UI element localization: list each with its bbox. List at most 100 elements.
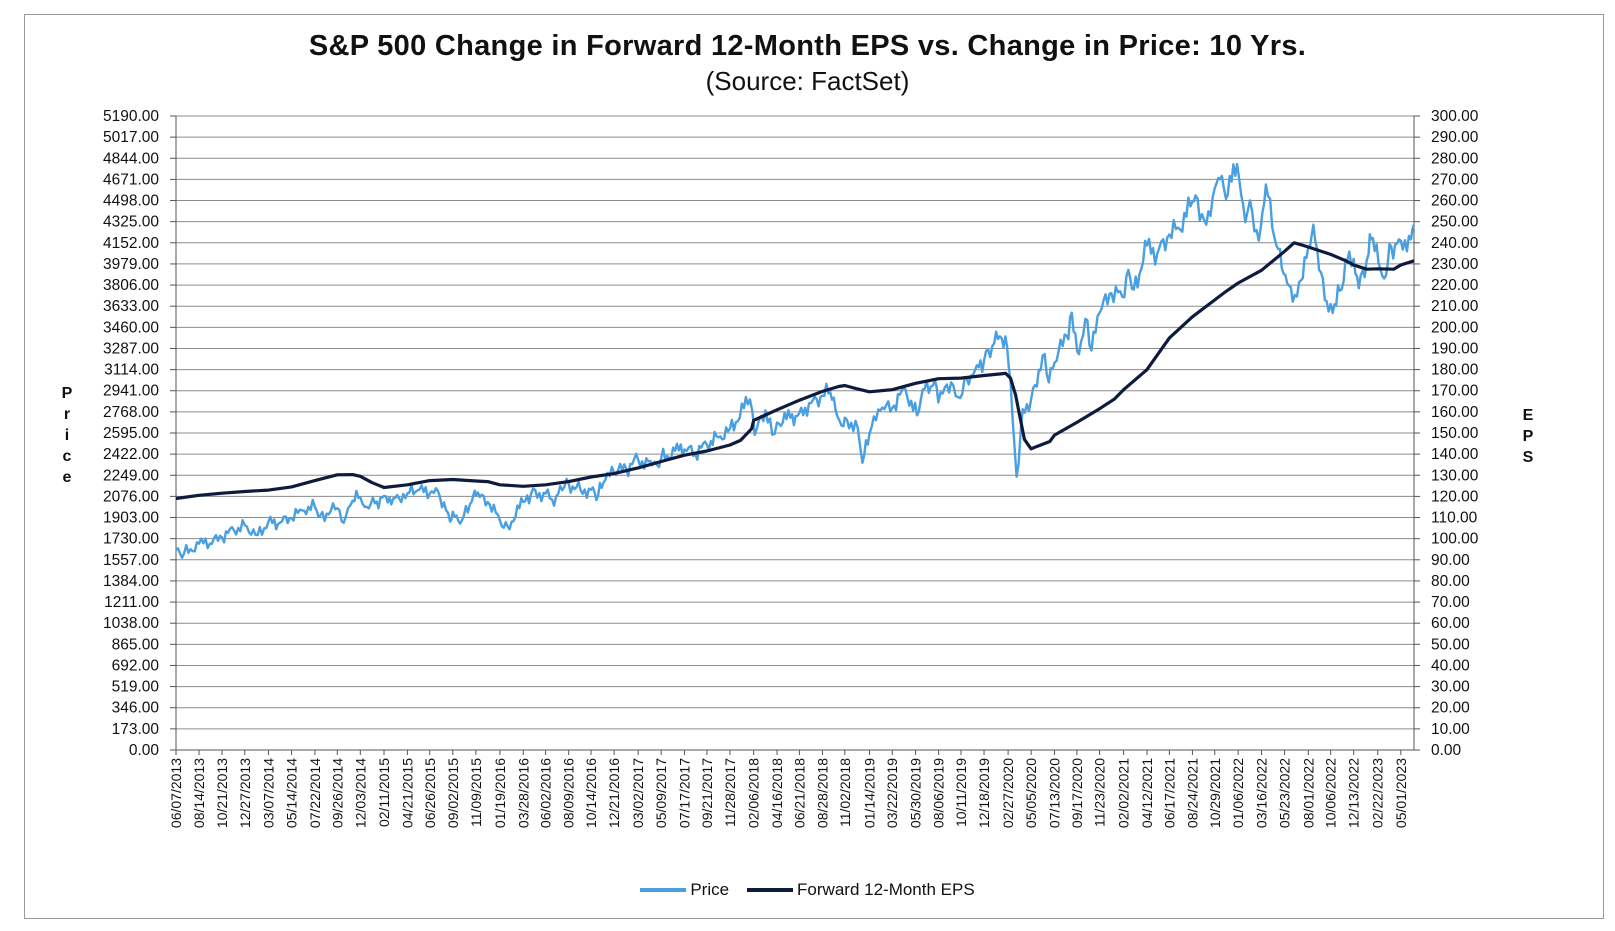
y-right-title-letter: E xyxy=(1523,407,1534,424)
legend-item-price: Price xyxy=(640,880,729,900)
series-lines xyxy=(175,162,1416,559)
y-right-tick-label: 130.00 xyxy=(1431,467,1479,484)
x-tick-label: 12/03/2014 xyxy=(352,758,368,828)
x-tick-label: 07/17/2017 xyxy=(677,758,693,828)
x-tick-label: 09/26/2014 xyxy=(329,758,345,828)
y-left-tick-label: 3287.00 xyxy=(103,340,159,357)
x-tick-label: 03/28/2016 xyxy=(515,758,531,828)
x-tick-label: 01/14/2019 xyxy=(862,758,878,828)
y-left-title-letter: r xyxy=(64,406,70,423)
x-tick-label: 06/02/2016 xyxy=(538,758,554,828)
y-right-tick-label: 300.00 xyxy=(1431,108,1479,125)
y-left-tick-label: 4325.00 xyxy=(103,214,159,231)
y-right-tick-label: 260.00 xyxy=(1431,193,1479,210)
y-left-tick-label: 4498.00 xyxy=(103,193,159,210)
x-tick-label: 06/17/2021 xyxy=(1161,758,1177,828)
y-axis-right-ticks: 0.00 10.00 20.00 30.00 40.00 50.00 60.00 70.00 8… xyxy=(1414,108,1479,759)
y-left-title-letter: P xyxy=(62,385,73,402)
y-right-title-letter: S xyxy=(1523,449,1534,466)
legend-label-eps: Forward 12-Month EPS xyxy=(797,880,975,899)
y-axis-left-ticks: 0.00 173.00 346.00 519.00 692.00 865.00 1038.0… xyxy=(103,108,176,759)
y-left-tick-label: 2595.00 xyxy=(103,425,159,442)
x-tick-label: 01/06/2022 xyxy=(1230,758,1246,828)
x-tick-label: 02/06/2018 xyxy=(746,758,762,828)
y-right-tick-label: 210.00 xyxy=(1431,298,1479,315)
x-tick-label: 08/06/2019 xyxy=(931,758,947,828)
legend-label-price: Price xyxy=(690,880,730,899)
y-right-tick-label: 60.00 xyxy=(1431,615,1470,632)
x-tick-label: 04/12/2021 xyxy=(1139,758,1155,828)
y-left-tick-label: 519.00 xyxy=(112,679,160,696)
y-right-tick-label: 250.00 xyxy=(1431,214,1479,231)
y-left-tick-label: 3806.00 xyxy=(103,277,159,294)
y-left-tick-label: 692.00 xyxy=(112,657,160,674)
y-right-tick-label: 20.00 xyxy=(1431,700,1470,717)
chart-title: S&P 500 Change in Forward 12-Month EPS v… xyxy=(308,30,1307,62)
y-right-tick-label: 220.00 xyxy=(1431,277,1479,294)
y-right-title-letter: P xyxy=(1523,428,1534,445)
y-right-tick-label: 90.00 xyxy=(1431,552,1470,569)
x-tick-label: 04/21/2015 xyxy=(399,758,415,828)
y-left-tick-label: 5190.00 xyxy=(103,108,159,125)
x-tick-label: 12/13/2022 xyxy=(1346,758,1362,828)
y-left-tick-label: 173.00 xyxy=(112,721,160,738)
x-tick-label: 10/14/2016 xyxy=(583,758,599,828)
x-tick-label: 05/01/2023 xyxy=(1393,758,1409,828)
y-right-tick-label: 150.00 xyxy=(1431,425,1479,442)
x-tick-label: 10/11/2019 xyxy=(953,758,969,827)
x-tick-label: 06/21/2018 xyxy=(791,758,807,828)
y-right-tick-label: 280.00 xyxy=(1431,150,1479,167)
x-tick-label: 02/02/2021 xyxy=(1116,758,1132,828)
x-tick-label: 08/01/2022 xyxy=(1300,758,1316,828)
y-left-tick-label: 4152.00 xyxy=(103,235,159,252)
y-right-tick-label: 100.00 xyxy=(1431,531,1479,548)
y-left-tick-label: 0.00 xyxy=(129,742,160,759)
x-tick-label: 06/07/2013 xyxy=(168,758,184,828)
x-tick-label: 03/02/2017 xyxy=(630,758,646,828)
legend-swatch-eps xyxy=(747,888,794,892)
y-left-tick-label: 4844.00 xyxy=(103,150,159,167)
gridlines xyxy=(175,115,1415,751)
y-left-tick-label: 2768.00 xyxy=(103,404,159,421)
x-tick-label: 11/09/2015 xyxy=(468,758,484,827)
x-tick-label: 11/02/2018 xyxy=(837,758,853,827)
y-right-tick-label: 170.00 xyxy=(1431,383,1479,400)
y-left-tick-label: 3979.00 xyxy=(103,256,159,273)
x-tick-label: 03/16/2022 xyxy=(1254,758,1270,828)
y-left-tick-label: 4671.00 xyxy=(103,171,159,188)
y-left-tick-label: 1730.00 xyxy=(103,531,159,548)
y-left-tick-label: 3460.00 xyxy=(103,319,159,336)
y-right-tick-label: 50.00 xyxy=(1431,636,1470,653)
y-left-tick-label: 1557.00 xyxy=(103,552,159,569)
y-right-tick-label: 140.00 xyxy=(1431,446,1479,463)
y-left-tick-label: 5017.00 xyxy=(103,129,159,146)
y-right-tick-label: 270.00 xyxy=(1431,171,1479,188)
x-tick-label: 05/09/2017 xyxy=(653,758,669,828)
y-left-tick-label: 1038.00 xyxy=(103,615,159,632)
y-left-tick-label: 2941.00 xyxy=(103,383,159,400)
y-left-title-letter: c xyxy=(63,448,72,465)
y-right-tick-label: 80.00 xyxy=(1431,573,1470,590)
x-tick-label: 05/14/2014 xyxy=(284,758,300,828)
x-tick-label: 12/21/2016 xyxy=(606,758,622,828)
chart-frame xyxy=(24,14,1604,919)
y-right-tick-label: 290.00 xyxy=(1431,129,1479,146)
legend: Price Forward 12-Month EPS xyxy=(0,880,1615,900)
x-axis-ticks: 06/07/2013 08/14/2013 10/21/2013 12/27/2013… xyxy=(168,750,1409,828)
x-tick-label: 05/30/2019 xyxy=(908,758,924,828)
x-tick-label: 05/23/2022 xyxy=(1277,758,1293,828)
y-right-tick-label: 110.00 xyxy=(1431,510,1478,527)
y-right-tick-label: 0.00 xyxy=(1431,742,1462,759)
x-tick-label: 02/22/2023 xyxy=(1370,758,1386,828)
x-tick-label: 06/26/2015 xyxy=(422,758,438,828)
x-tick-label: 02/27/2020 xyxy=(1000,758,1016,828)
y-left-title-letter: e xyxy=(63,469,72,486)
x-tick-label: 08/28/2018 xyxy=(814,758,830,828)
x-tick-label: 04/16/2018 xyxy=(769,758,785,828)
x-tick-label: 07/22/2014 xyxy=(307,758,323,828)
y-left-tick-label: 346.00 xyxy=(112,700,160,717)
x-tick-label: 11/23/2020 xyxy=(1092,758,1108,827)
y-right-tick-label: 190.00 xyxy=(1431,340,1479,357)
y-right-tick-label: 40.00 xyxy=(1431,657,1470,674)
x-tick-label: 03/07/2014 xyxy=(260,758,276,828)
